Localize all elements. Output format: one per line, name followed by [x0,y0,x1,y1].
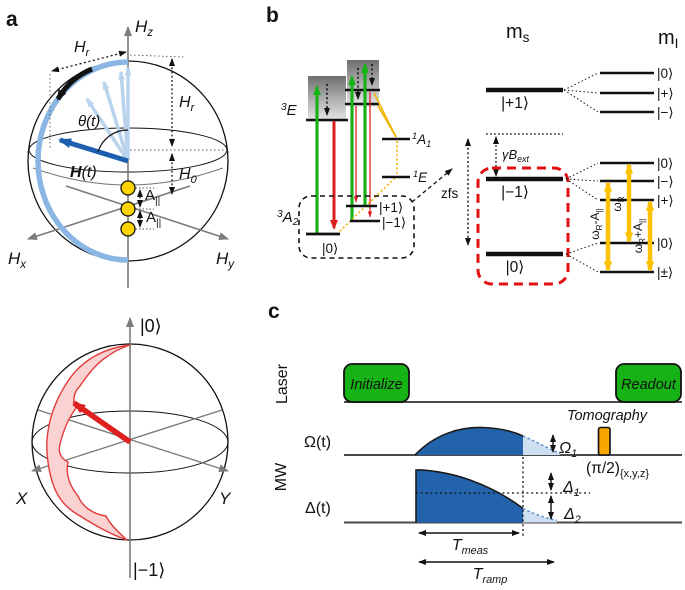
bloch-y-axis [37,409,229,473]
omega-envelope-outline [414,426,524,456]
field-direction-arrow-3 [85,97,130,162]
ms-minus1-label: |−1⟩ [501,184,529,201]
omega1-label: Ω1 [559,440,577,460]
tramp-label: Tramp [473,566,508,585]
ground-state-label: 3A2 [277,209,299,228]
hyperfine-label-upper: A|| [145,187,160,207]
transition-label-center: ωR [610,196,626,211]
mi-top-1: |+⟩ [657,86,674,101]
ms-zero-label: |0⟩ [506,259,525,276]
zeeman-label: γBext [502,147,529,164]
readout-pulse [615,363,682,403]
transition-label-plus: ωR+A|| [631,219,647,254]
zfs-label: zfs [441,186,459,201]
isc-line-2 [377,105,397,138]
readout-label: Readout [621,377,677,393]
panel-a-top-field-sphere: a Hz Hx Hy H(t) θ(t) Hr Hr [6,8,235,288]
hy-axis [65,185,229,241]
ground-level-minus1-label: |−1⟩ [382,215,406,230]
nuclear-level-dot-3 [120,221,136,237]
ground-level-plus1-label: |+1⟩ [379,200,403,215]
excited-state-label: 3E [281,102,298,119]
pi-half-pulse-label: (π/2){x,y,z} [586,460,649,480]
panel-a-bottom-bloch-sphere: |0⟩ |−1⟩ X Y [15,316,232,580]
singlet-a1-label: 1A1 [412,131,431,149]
field-direction-arrow-1 [118,70,130,162]
laser-row-label: Laser [274,363,291,404]
singlet-e-label: 1E [413,169,428,185]
top-guide-line [129,54,185,58]
omega-tail-outline [522,435,561,455]
ms-plus1-label: |+1⟩ [501,95,529,112]
panel-a-label: a [6,8,18,31]
state-minus-one-label: |−1⟩ [133,560,165,580]
nuclear-level-dot-2 [120,201,136,217]
hr-vertical-label: Hr [179,94,195,114]
panel-c-pulse-sequence: c Laser MW Ω(t) Δ(t) Initialize Readout … [268,300,682,586]
qubit-subspace-box [476,166,570,286]
zfs-pointer-arrow [411,168,453,203]
theta-angle-arc [97,129,129,153]
hyperfine-connectors [563,72,599,273]
panel-b-label: b [266,4,279,27]
transition-label-minus: ωR-A|| [588,208,604,240]
tmeas-label: Tmeas [452,537,489,557]
hx-axis [27,185,191,241]
tomography-label: Tomography [567,408,648,424]
bloch-y-label: Y [219,489,232,508]
state-vector-arrow [72,400,132,445]
delta2-label: Δ2 [563,506,581,526]
field-vector-arrow [58,137,129,164]
mi-mid-2: |+⟩ [657,193,674,208]
mi-bottom-1: |±⟩ [657,265,673,280]
delta-row-label: Δ(t) [305,500,331,517]
mi-top-2: |−⟩ [657,105,674,120]
theta-label: θ(t) [78,113,100,130]
panel-c-label: c [268,300,280,323]
delta1-label: Δ1 [562,479,580,499]
bloch-x-label: X [15,489,28,508]
state-trajectory-ribbon [46,344,131,541]
state-zero-label: |0⟩ [140,316,162,336]
hr-arc-label: Hr [74,39,90,59]
hx-axis-label: Hx [8,249,27,271]
omega-envelope-dark [415,427,523,455]
mi-top-0: |0⟩ [657,66,673,81]
ground-state-box [298,195,415,259]
hr-arc-measure-arrow [51,50,127,73]
field-trajectory-arc [35,59,129,263]
initialize-pulse [343,363,410,403]
nuclear-level-dot-1 [120,180,136,196]
hz-axis-label: Hz [135,17,153,39]
h0-label: H0 [179,166,197,186]
tomography-pulse [597,426,611,456]
field-vector-label: H(t) [70,164,97,181]
delta-envelope-outline [415,469,524,523]
mi-mid-1: |−⟩ [657,174,674,189]
hy-axis-label: Hy [216,249,235,271]
mi-bottom-0: |0⟩ [657,236,673,251]
panel-b-level-scheme: b 3E 1A1 1E 3A2 |+1⟩ [266,4,678,286]
mw-row-label: MW [273,462,290,491]
hyperfine-label-lower: A|| [146,209,161,229]
initialize-label: Initialize [350,377,402,393]
mi-column-header: mI [658,27,678,51]
ground-level-zero-label: |0⟩ [322,241,338,256]
omega-row-label: Ω(t) [304,434,331,451]
field-direction-arrow-2 [102,80,130,162]
ms-column-header: ms [506,21,530,45]
delta-envelope-dark [416,469,523,523]
mi-mid-0: |0⟩ [657,156,673,171]
